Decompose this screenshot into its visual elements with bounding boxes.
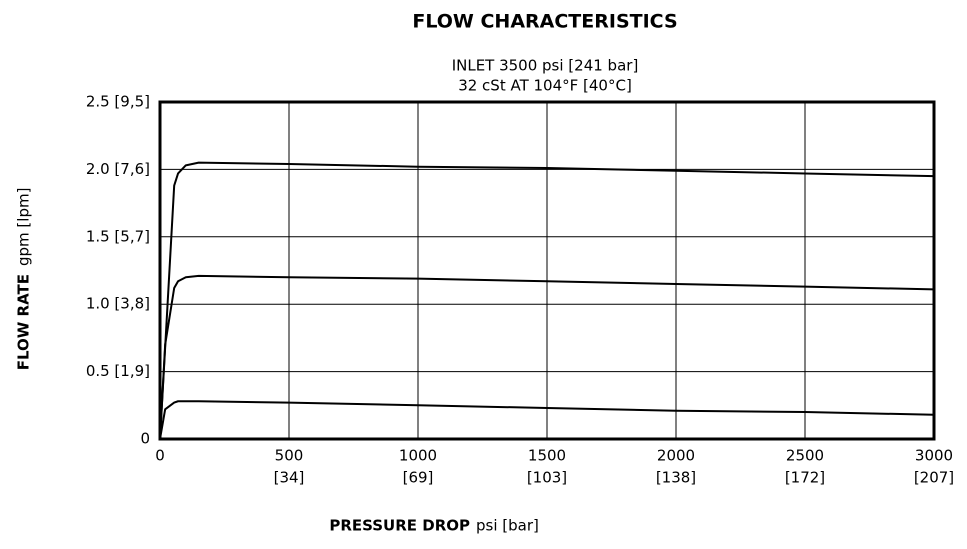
line <box>159 400 935 440</box>
x-tick-label: 1000 <box>399 447 437 465</box>
y-tick-label: 1.5 [5,7] <box>86 227 150 245</box>
x-tick-label: 500 <box>275 447 304 465</box>
x-tick-label-bar: [172] <box>785 469 825 487</box>
x-tick-label: 3000 <box>915 447 953 465</box>
x-tick-label-bar: [103] <box>527 469 567 487</box>
subtitle: 32 cSt AT 104°F [40°C] <box>458 77 632 95</box>
x-axis-label: PRESSURE DROP <box>329 517 470 535</box>
y-tick-label: 0 <box>140 430 150 448</box>
x-axis-units: psi [bar] <box>476 517 539 535</box>
line <box>159 161 935 440</box>
y-axis-label: FLOW RATE <box>15 274 33 370</box>
plot-frame <box>158 100 936 441</box>
chart-title: FLOW CHARACTERISTICS <box>412 11 677 33</box>
x-tick-label-bar: [69] <box>403 469 434 487</box>
subtitle: INLET 3500 psi [241 bar] <box>452 57 639 75</box>
y-tick-label: 2.5 [9,5] <box>86 93 150 111</box>
x-tick-label: 2000 <box>657 447 695 465</box>
x-tick-label-bar: [138] <box>656 469 696 487</box>
line <box>159 274 935 440</box>
x-tick-label-bar: [207] <box>914 469 954 487</box>
x-tick-label: 1500 <box>528 447 566 465</box>
y-tick-label: 1.0 [3,8] <box>86 295 150 313</box>
y-axis-title: FLOW RATE gpm [lpm] <box>15 188 33 371</box>
y-tick-label: 0.5 [1,9] <box>86 362 150 380</box>
x-tick-label: 2500 <box>786 447 824 465</box>
x-tick-label-bar: [34] <box>274 469 305 487</box>
y-axis-units: gpm [lpm] <box>15 188 33 266</box>
x-tick-label: 0 <box>155 447 165 465</box>
y-tick-label: 2.0 [7,6] <box>86 160 150 178</box>
